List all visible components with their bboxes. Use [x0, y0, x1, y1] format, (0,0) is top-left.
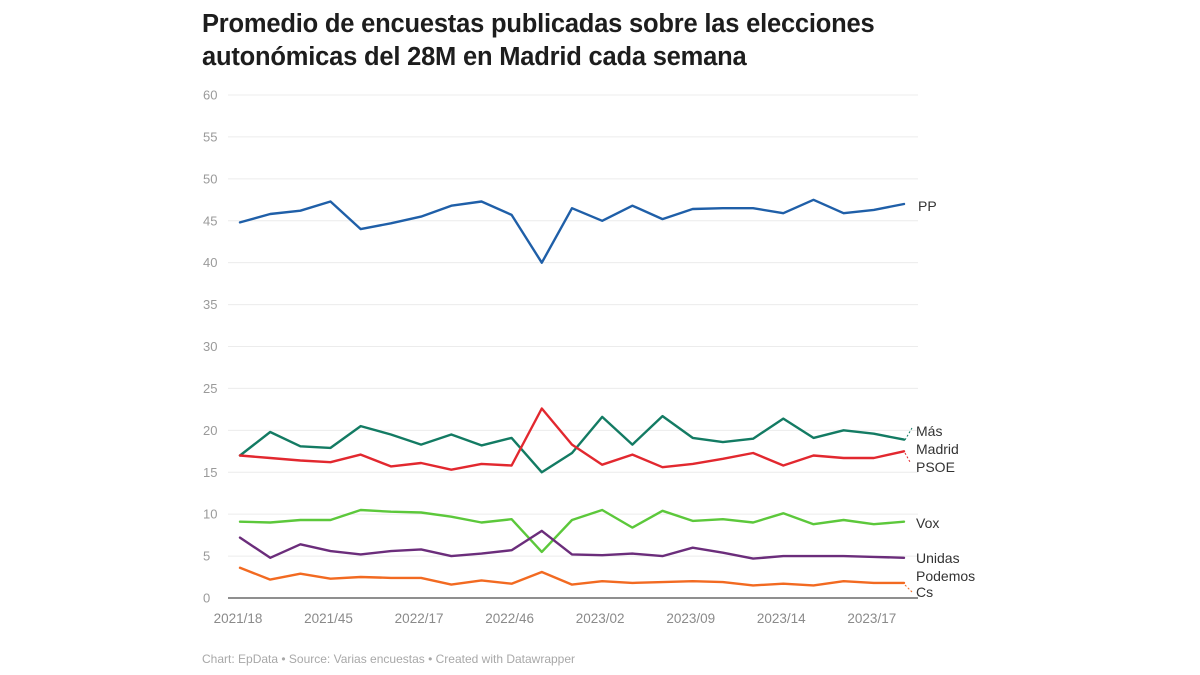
x-tick-label: 2022/46: [485, 611, 534, 626]
x-tick-label: 2021/45: [304, 611, 353, 626]
series-label: Más: [916, 423, 942, 439]
y-axis-ticks: 0 5 10 15 20 25 30 35 40 45 50 55 60: [203, 88, 217, 606]
x-tick-label: 2023/02: [576, 611, 625, 626]
x-tick-label: 2022/17: [395, 611, 444, 626]
x-axis-ticks: 2021/18 2021/45 2022/17 2022/46 2023/02 2023/…: [214, 611, 897, 626]
x-tick-label: 2023/17: [847, 611, 896, 626]
series-line-cs: [238, 566, 906, 587]
y-tick-label: 5: [203, 549, 210, 564]
series-label: PP: [918, 198, 937, 214]
series-line-vox: [238, 508, 906, 554]
label-leader-line: [904, 427, 913, 441]
series-label: Madrid: [916, 441, 959, 457]
x-tick-label: 2023/14: [757, 611, 806, 626]
series-line-m-s-madrid: [238, 414, 906, 474]
series-label: Podemos: [916, 568, 975, 584]
chart-title: Promedio de encuestas publicadas sobre l…: [202, 10, 875, 71]
y-tick-label: 40: [203, 255, 217, 270]
series-line-psoe: [238, 407, 906, 471]
series-lines: [238, 198, 906, 587]
series-label: PSOE: [916, 459, 955, 475]
y-tick-label: 60: [203, 88, 217, 103]
label-leader-line: [904, 452, 911, 463]
y-tick-label: 35: [203, 297, 217, 312]
label-leader-line: [904, 584, 913, 593]
y-tick-label: 0: [203, 591, 210, 606]
series-line-pp: [238, 198, 906, 264]
series-label: Unidas: [916, 550, 960, 566]
y-tick-label: 10: [203, 507, 217, 522]
y-tick-label: 55: [203, 129, 217, 144]
x-tick-label: 2021/18: [214, 611, 263, 626]
chart-footer: Chart: EpData • Source: Varias encuestas…: [202, 652, 576, 666]
y-tick-label: 50: [203, 171, 217, 186]
series-label: Cs: [916, 584, 933, 600]
gridlines: [228, 94, 918, 599]
series-label: Vox: [916, 515, 939, 531]
y-tick-label: 25: [203, 381, 217, 396]
y-tick-label: 15: [203, 465, 217, 480]
series-line-unidas-podemos: [238, 529, 906, 560]
y-tick-label: 30: [203, 339, 217, 354]
y-tick-label: 45: [203, 213, 217, 228]
x-tick-label: 2023/09: [666, 611, 715, 626]
y-tick-label: 20: [203, 423, 217, 438]
